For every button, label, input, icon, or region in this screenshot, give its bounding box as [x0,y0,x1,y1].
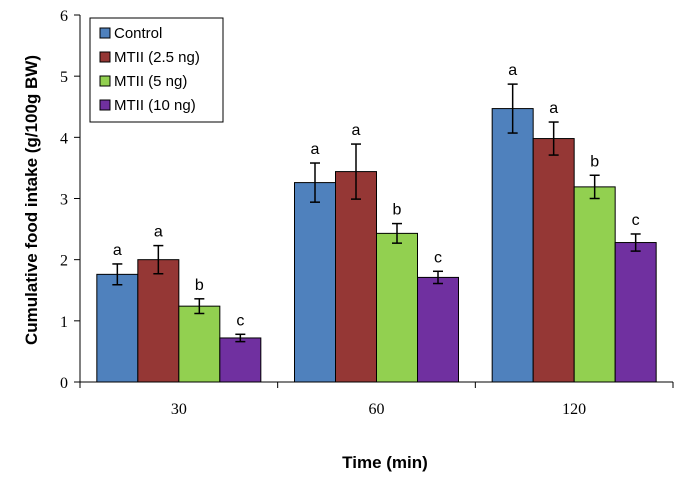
legend-swatch [99,75,111,87]
significance-label: c [434,249,442,266]
bar [491,108,534,383]
y-tick-label: 0 [60,375,68,392]
x-tick-label: 30 [171,401,187,418]
bar [96,273,139,383]
significance-label: a [113,242,122,259]
significance-label: c [236,312,244,329]
bar [294,182,336,383]
significance-label: b [195,277,204,294]
legend-label: MTII (5 ng) [114,73,187,90]
bar [335,171,377,383]
bar [532,138,575,383]
legend-label: MTII (2.5 ng) [114,49,200,66]
bar [178,305,221,383]
legend-box [89,17,224,123]
significance-label: b [590,153,599,170]
legend-label: Control [114,25,162,42]
x-tick-label: 60 [369,401,385,418]
y-tick-label: 2 [60,253,68,270]
significance-label: a [352,122,361,139]
bars-layer: a a b c a a b c a a b c [96,62,657,383]
legend-swatch [99,99,111,111]
legend-swatch [99,51,111,63]
x-axis-title: Time (min) [342,453,428,472]
y-tick-label: 4 [60,130,68,147]
significance-label: c [632,212,640,229]
y-tick-label: 1 [60,314,68,331]
significance-label: b [393,202,402,219]
legend-swatch [99,27,111,39]
y-tick-label: 3 [60,192,68,209]
bar [614,242,657,383]
axes-layer: 30 60 120 0 1 2 3 4 5 6 [60,8,674,418]
x-tick-label: 120 [562,401,586,418]
significance-label: a [311,141,320,158]
bar [137,259,180,383]
significance-label: a [549,100,558,117]
bar [417,276,459,383]
legend: Control MTII (2.5 ng) MTII (5 ng) MTII (10 … [89,17,224,123]
bar [573,186,616,383]
y-axis-title: Cumulative food intake (g/100g BW) [22,55,41,345]
significance-label: a [508,62,517,79]
bar [219,337,262,383]
legend-label: MTII (10 ng) [114,97,196,114]
significance-label: a [154,224,163,241]
y-tick-label: 5 [60,69,68,86]
bar [376,232,418,383]
y-tick-label: 6 [60,8,68,25]
